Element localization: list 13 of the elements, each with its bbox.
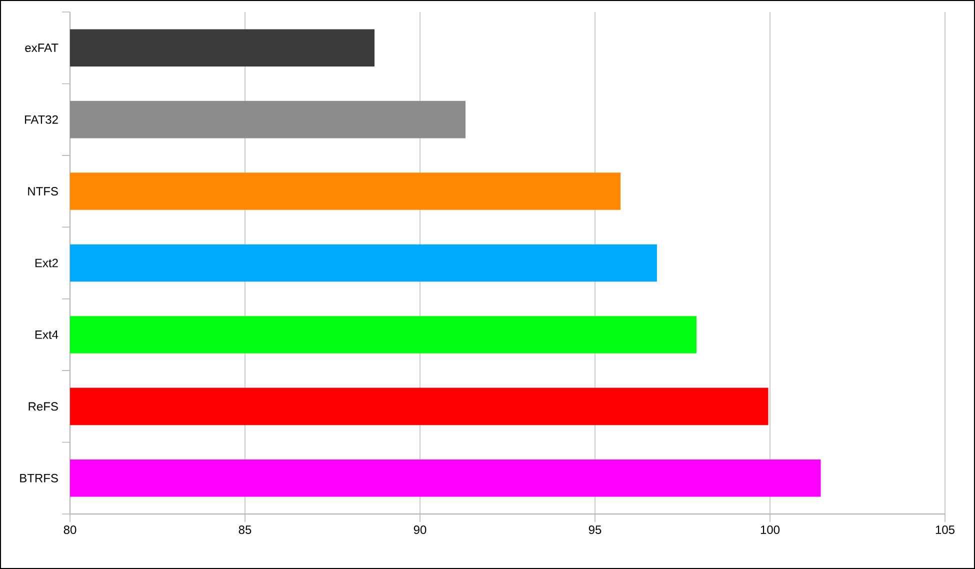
y-tick-label: ReFS <box>28 402 58 411</box>
y-tick-label: Ext4 <box>35 330 58 339</box>
x-tick-label: 90 <box>414 526 426 534</box>
x-tick-label: 100 <box>760 526 780 534</box>
y-tick-label: NTFS <box>28 187 58 196</box>
y-tick-label: exFAT <box>25 44 58 52</box>
x-tick-label: 80 <box>64 526 76 534</box>
x-tick-label: 95 <box>588 526 602 534</box>
y-tick-label: Ext2 <box>35 258 58 268</box>
y-tick-label: BTRFS <box>20 474 58 482</box>
x-tick-label: 85 <box>238 526 252 534</box>
y-tick-label: FAT32 <box>25 115 58 124</box>
x-tick-label: 105 <box>936 526 954 534</box>
